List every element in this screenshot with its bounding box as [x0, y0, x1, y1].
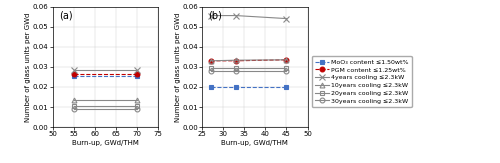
Text: (b): (b): [208, 10, 222, 20]
Y-axis label: Number of glass units per GWd: Number of glass units per GWd: [175, 12, 181, 122]
X-axis label: Burn-up, GWd/THM: Burn-up, GWd/THM: [72, 140, 138, 146]
Legend: MoO₃ content ≤1.50wt%, PGM content ≤1.25wt%, 4years cooling ≤2.3kW, 10years cool: MoO₃ content ≤1.50wt%, PGM content ≤1.25…: [312, 56, 412, 107]
Y-axis label: Number of glass units per GWd: Number of glass units per GWd: [25, 12, 31, 122]
Text: (a): (a): [59, 10, 72, 20]
X-axis label: Burn-up, GWd/THM: Burn-up, GWd/THM: [222, 140, 288, 146]
